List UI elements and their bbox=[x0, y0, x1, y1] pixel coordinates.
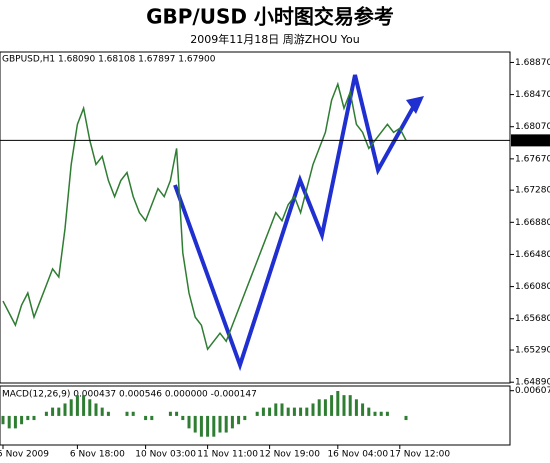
y-tick-label: 1.66480 bbox=[515, 250, 550, 260]
chart-subtitle: 2009年11月18日 周游ZHOU You bbox=[190, 32, 359, 46]
current-price-label: 1.67900 bbox=[513, 136, 550, 146]
macd-bar bbox=[26, 415, 30, 421]
x-tick-label: 17 Nov 12:00 bbox=[389, 450, 450, 460]
macd-bar bbox=[20, 415, 24, 425]
macd-bar bbox=[274, 403, 278, 416]
macd-bar bbox=[230, 415, 234, 429]
macd-bar bbox=[100, 407, 104, 416]
price-header: GBPUSD,H1 1.68090 1.68108 1.67897 1.6790… bbox=[2, 55, 216, 65]
macd-bar bbox=[51, 407, 55, 416]
macd-bar bbox=[106, 411, 110, 416]
y-tick-label: 1.66080 bbox=[515, 282, 550, 292]
macd-bar bbox=[88, 399, 92, 416]
x-tick-label: 6 Nov 18:00 bbox=[70, 450, 125, 460]
macd-bar bbox=[212, 415, 216, 437]
y-tick-label: 1.66880 bbox=[515, 218, 550, 228]
macd-panel bbox=[0, 385, 511, 446]
macd-bar bbox=[311, 403, 315, 416]
macd-bar bbox=[237, 415, 241, 425]
macd-bar bbox=[379, 411, 383, 416]
macd-bar bbox=[150, 415, 154, 421]
macd-bar bbox=[224, 415, 228, 433]
macd-bar bbox=[243, 415, 247, 421]
current-price-box bbox=[511, 134, 550, 147]
y-tick-label: 1.68870 bbox=[515, 58, 550, 68]
macd-bar bbox=[187, 415, 191, 429]
macd-bar bbox=[75, 395, 79, 416]
macd-bar bbox=[13, 415, 17, 429]
macd-bar bbox=[69, 399, 73, 416]
x-tick-label: 11 Nov 11:00 bbox=[197, 450, 258, 460]
macd-bar bbox=[218, 415, 222, 433]
macd-bar bbox=[175, 411, 179, 416]
macd-bar bbox=[193, 415, 197, 433]
y-tick-label: 1.68470 bbox=[515, 90, 550, 100]
arrow-head bbox=[406, 96, 424, 114]
macd-bar bbox=[32, 415, 36, 421]
macd-bar bbox=[299, 407, 303, 416]
price-panel bbox=[0, 51, 511, 384]
macd-bar bbox=[367, 407, 371, 416]
macd-bar bbox=[44, 411, 48, 416]
macd-bar bbox=[82, 395, 86, 416]
y-tick-label: 1.67670 bbox=[515, 154, 550, 164]
chart-title: GBP/USD 小时图交易参考 bbox=[146, 5, 394, 29]
macd-bar bbox=[94, 403, 98, 416]
macd-bar bbox=[385, 411, 389, 416]
y-tick-label: 0.00607 bbox=[515, 386, 550, 396]
price-line bbox=[2, 81, 407, 351]
macd-bar bbox=[181, 415, 185, 421]
macd-bar bbox=[1, 415, 5, 425]
macd-bar bbox=[125, 411, 129, 416]
y-tick-label: 1.67280 bbox=[515, 186, 550, 196]
macd-bar bbox=[336, 390, 340, 416]
macd-bar bbox=[330, 395, 334, 416]
macd-bar bbox=[404, 415, 408, 421]
macd-bar bbox=[255, 411, 259, 416]
macd-bar bbox=[63, 403, 67, 416]
macd-bar bbox=[206, 415, 210, 437]
macd-bar bbox=[361, 403, 365, 416]
y-tick-label: 1.65680 bbox=[515, 314, 550, 324]
x-tick-label: 10 Nov 03:00 bbox=[135, 450, 196, 460]
macd-bar bbox=[261, 407, 265, 416]
y-tick-label: 1.65290 bbox=[515, 346, 550, 356]
macd-bar bbox=[292, 407, 296, 416]
macd-bar bbox=[317, 399, 321, 416]
macd-bar bbox=[268, 407, 272, 416]
y-tick-label: 1.68070 bbox=[515, 122, 550, 132]
macd-bar bbox=[168, 411, 172, 416]
x-tick-label: 5 Nov 2009 bbox=[0, 450, 49, 460]
macd-bar bbox=[7, 415, 11, 429]
macd-bar bbox=[348, 395, 352, 416]
macd-bar bbox=[144, 415, 148, 421]
y-tick-label: 1.64890 bbox=[515, 378, 550, 388]
x-tick-label: 12 Nov 19:00 bbox=[259, 450, 320, 460]
macd-bar bbox=[286, 407, 290, 416]
macd-bar bbox=[323, 399, 327, 416]
annotation-arrow bbox=[173, 74, 417, 372]
macd-bar bbox=[199, 415, 203, 437]
macd-bar bbox=[131, 411, 135, 416]
macd-header: MACD(12,26,9) 0.000437 0.000546 0.000000… bbox=[2, 390, 257, 400]
macd-bar bbox=[305, 407, 309, 416]
macd-bar bbox=[342, 395, 346, 416]
macd-bar bbox=[57, 407, 61, 416]
macd-bar bbox=[373, 411, 377, 416]
macd-bar bbox=[354, 399, 358, 416]
x-tick-label: 16 Nov 04:00 bbox=[327, 450, 388, 460]
macd-bar bbox=[280, 403, 284, 416]
